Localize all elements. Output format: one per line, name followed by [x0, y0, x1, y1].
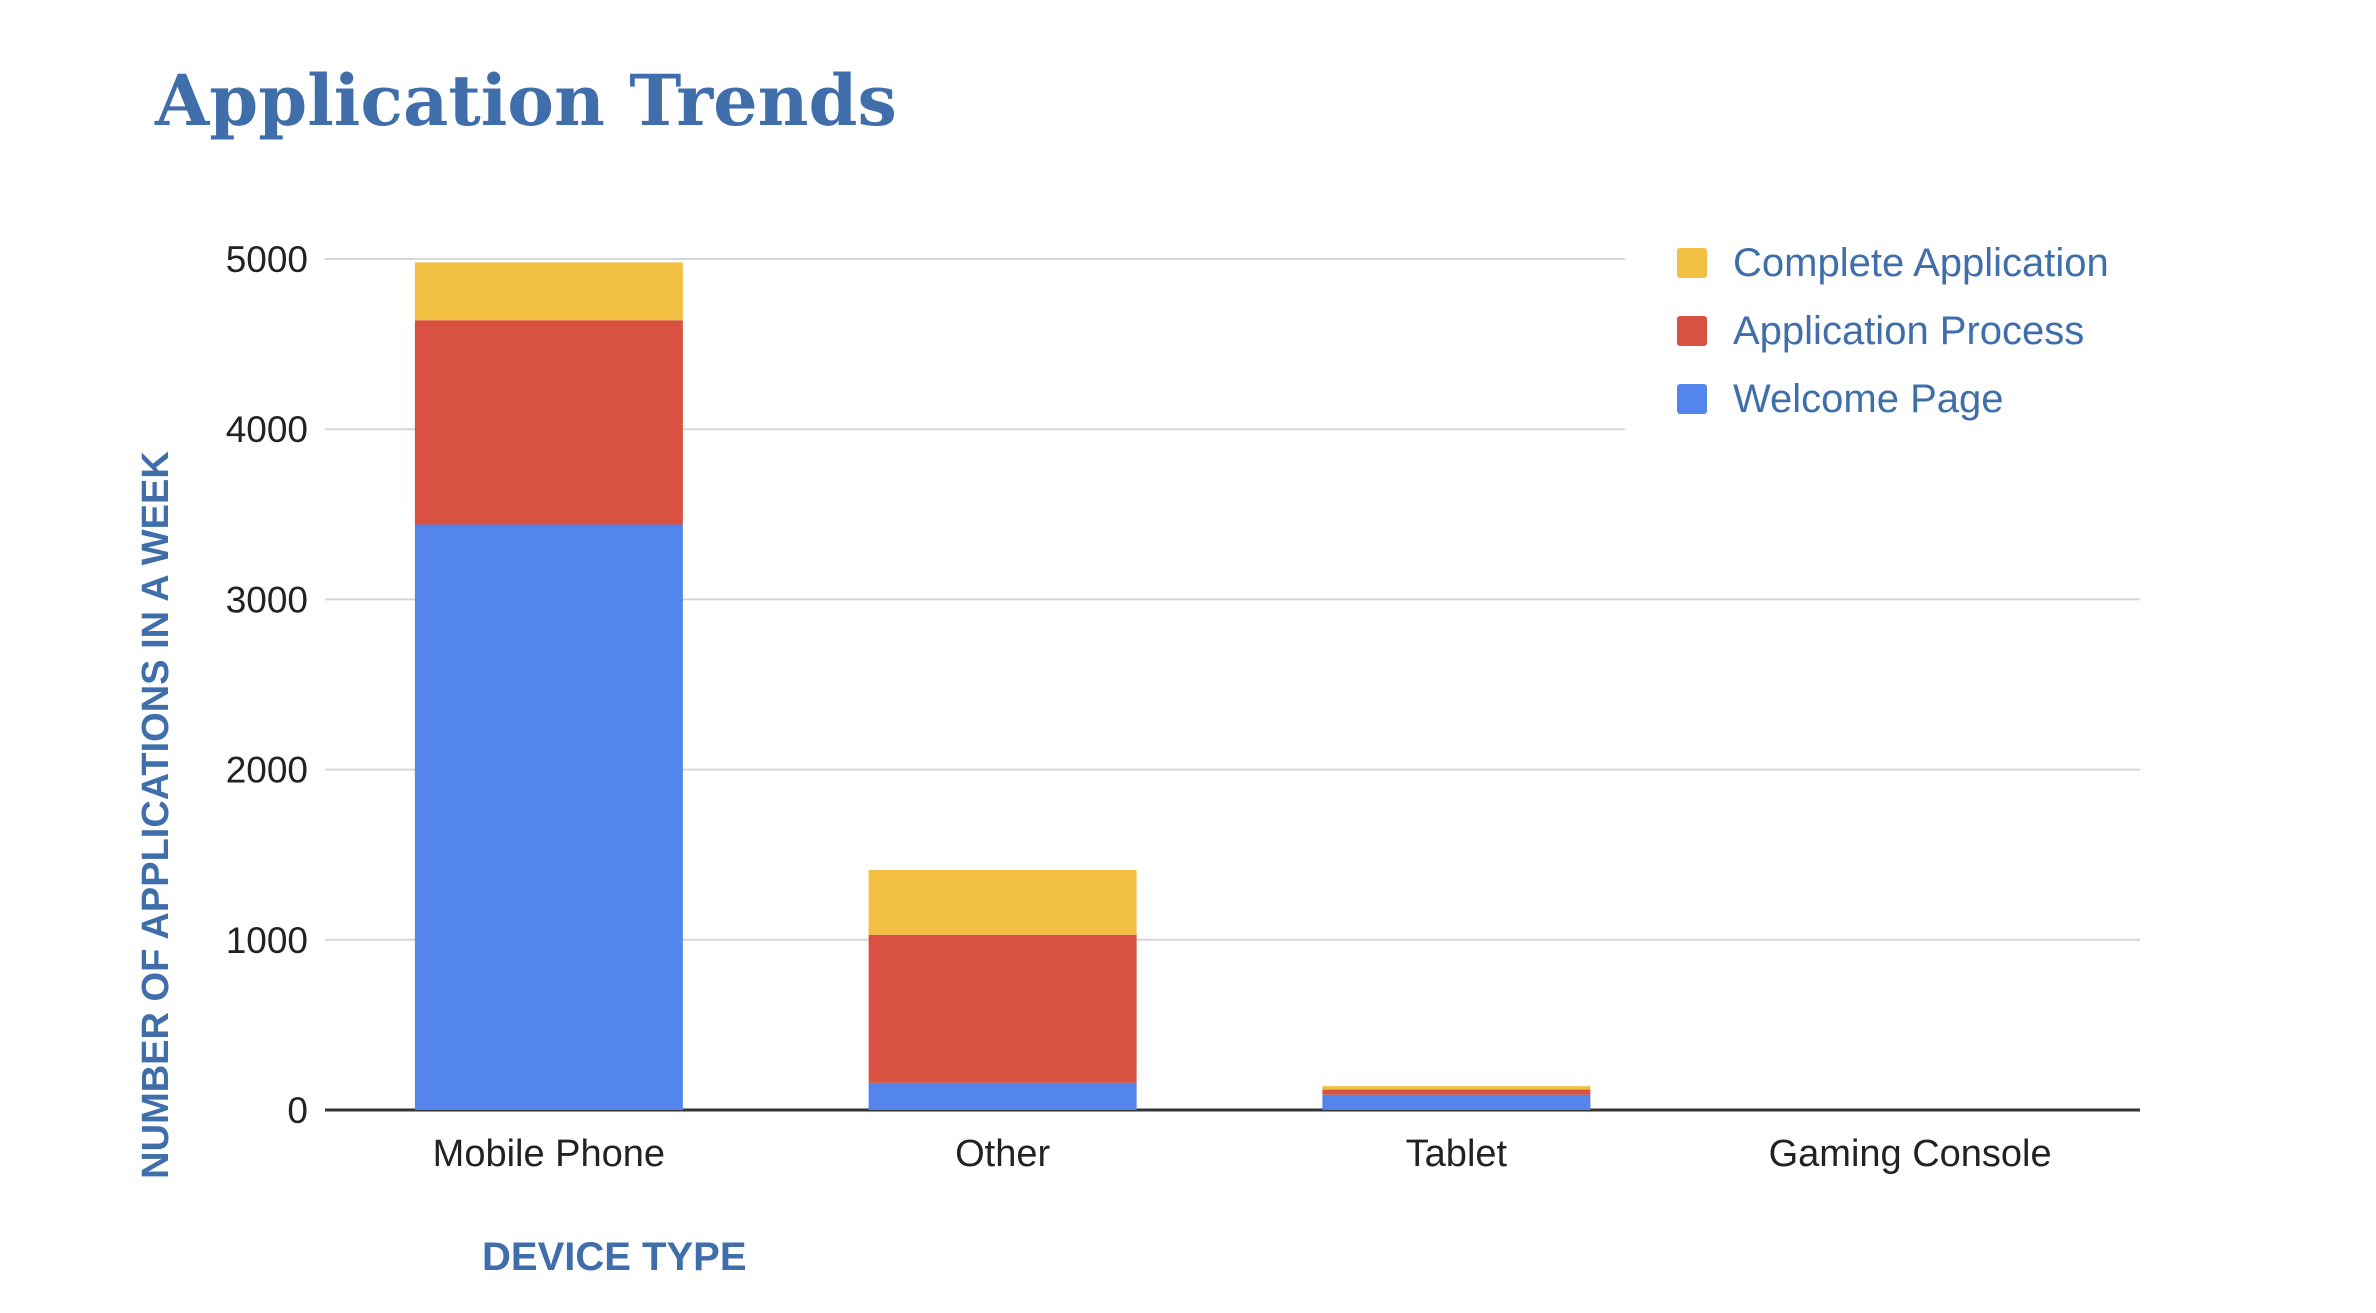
- bar-segment: [868, 934, 1137, 1083]
- y-tick-label: 4000: [226, 409, 308, 450]
- bar-segment: [868, 870, 1137, 935]
- bar-segment: [1322, 1094, 1591, 1110]
- x-axis-title: DEVICE TYPE: [482, 1235, 747, 1279]
- y-tick-labels: 0 1000 2000 3000 4000 5000: [226, 239, 308, 1131]
- y-tick-label: 3000: [226, 579, 308, 620]
- bar-segment: [1322, 1086, 1591, 1090]
- y-axis-title: NUMBER OF APPLICATIONS IN A WEEK: [135, 451, 177, 1179]
- legend-swatch: [1677, 384, 1707, 414]
- legend-swatch: [1677, 248, 1707, 278]
- y-tick-label: 1000: [226, 920, 308, 961]
- y-tick-label: 5000: [226, 239, 308, 280]
- x-tick-label: Tablet: [1406, 1133, 1508, 1175]
- legend-swatch: [1677, 316, 1707, 346]
- x-tick-label: Other: [955, 1133, 1050, 1175]
- legend-label: Application Process: [1733, 309, 2084, 353]
- bar-segment: [1322, 1089, 1591, 1095]
- y-tick-label: 0: [287, 1090, 308, 1131]
- x-tick-labels: Mobile Phone Other Tablet Gaming Console: [433, 1133, 2052, 1175]
- legend: Complete Application Application Process W…: [1677, 241, 2109, 421]
- bar-segment: [414, 524, 683, 1110]
- bars: [414, 262, 1591, 1110]
- bar-segment: [414, 320, 683, 525]
- x-tick-label: Gaming Console: [1769, 1133, 2052, 1175]
- x-tick-label: Mobile Phone: [433, 1133, 665, 1175]
- bar-segment: [868, 1082, 1137, 1110]
- legend-label: Welcome Page: [1733, 377, 2004, 421]
- bar-segment: [414, 262, 683, 321]
- legend-label: Complete Application: [1733, 241, 2109, 285]
- chart-title: Application Trends: [154, 59, 897, 142]
- y-tick-label: 2000: [226, 750, 308, 791]
